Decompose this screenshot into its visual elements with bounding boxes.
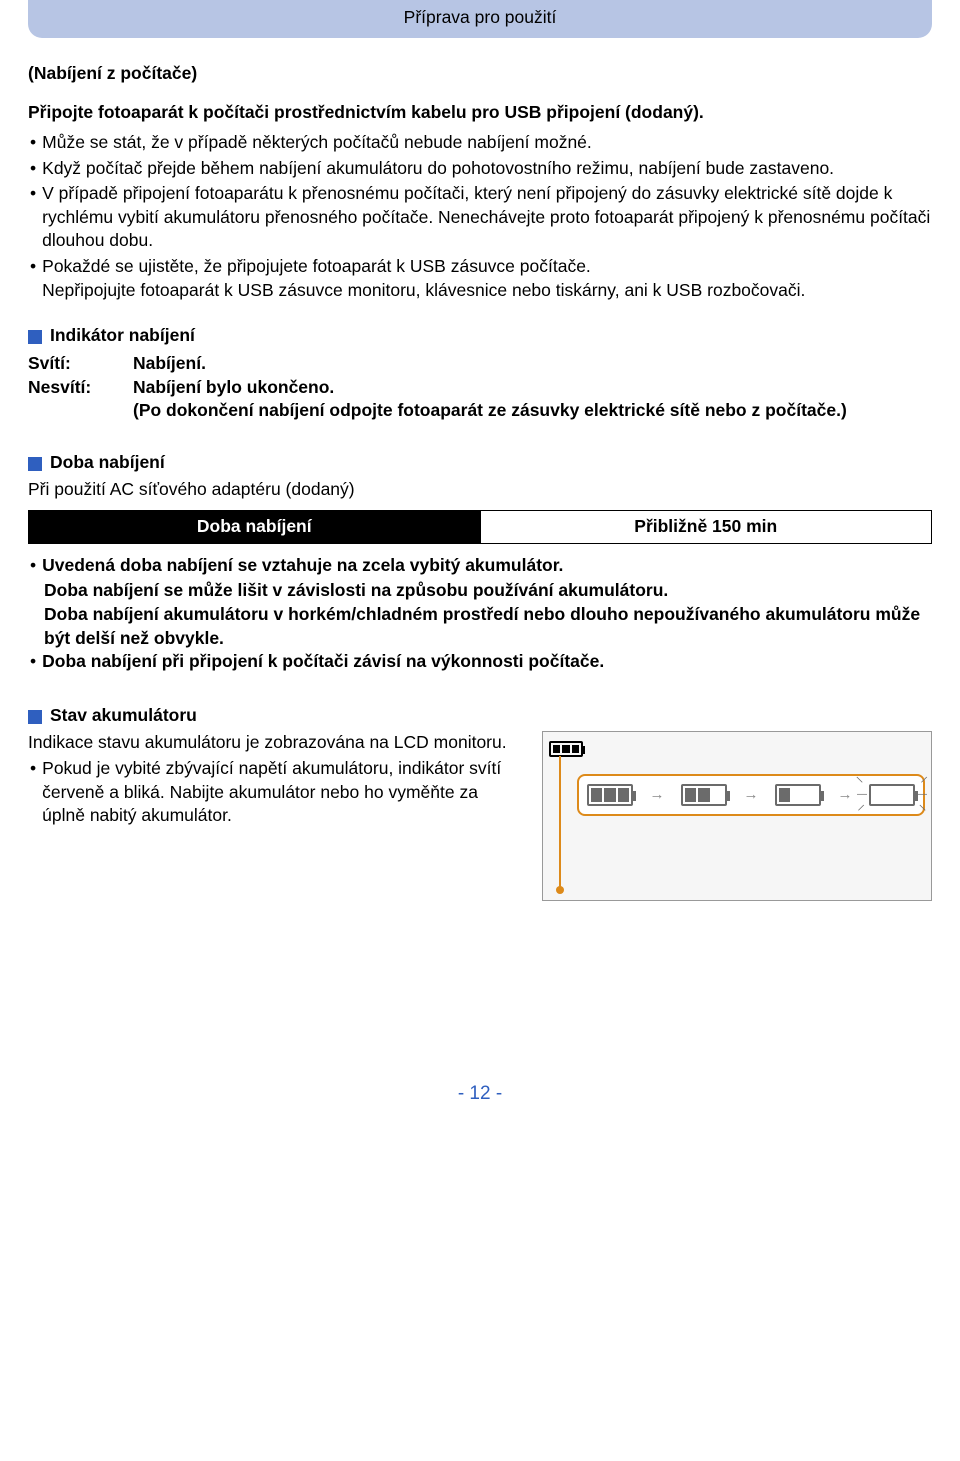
- arrow-right-icon: →: [838, 785, 853, 805]
- battery-icon: [549, 740, 583, 764]
- bullet-text: Pokud je vybité zbývající napětí akumulá…: [42, 757, 524, 828]
- battery-level-1-icon: [775, 784, 821, 806]
- battery-level-0-blinking-icon: \/ —— /\: [869, 784, 915, 806]
- battery-levels-callout: → → → \/ —— /\: [577, 774, 925, 816]
- page-number: - 12 -: [28, 1081, 932, 1107]
- arrow-right-icon: →: [650, 785, 665, 805]
- page-header-title: Příprava pro použití: [404, 7, 557, 27]
- chargetime-table: Doba nabíjení Přibližně 150 min: [28, 510, 932, 544]
- bullet-dot: •: [28, 255, 42, 302]
- indicator-heading: Indikátor nabíjení: [28, 324, 932, 348]
- bullet-dot: •: [28, 182, 42, 253]
- battery-level-3-icon: [587, 784, 633, 806]
- bullet-text: Může se stát, že v případě některých poč…: [42, 131, 592, 155]
- chargetime-sub: Při použití AC síťového adaptéru (dodaný…: [28, 478, 932, 502]
- bullet-dot: •: [28, 650, 42, 674]
- bullet-dot: •: [28, 757, 42, 828]
- chargetime-notes: • Uvedená doba nabíjení se vztahuje na z…: [28, 554, 932, 674]
- battery-status-line1: Indikace stavu akumulátoru je zobrazován…: [28, 731, 524, 755]
- section-charging-from-pc-bullets: • Může se stát, že v případě některých p…: [28, 131, 932, 302]
- battery-status-figure: → → → \/ —— /\: [542, 731, 932, 901]
- chargetime-heading-text: Doba nabíjení: [50, 451, 165, 475]
- chargetime-table-value: Přibližně 150 min: [480, 511, 932, 544]
- bullet-subline: Doba nabíjení akumulátoru v horkém/chlad…: [28, 603, 932, 650]
- indicator-key: Svítí:: [28, 352, 133, 376]
- arrow-right-icon: →: [744, 785, 759, 805]
- chargetime-heading: Doba nabíjení: [28, 451, 932, 475]
- indicator-heading-text: Indikátor nabíjení: [50, 324, 195, 348]
- bullet-text: Když počítač přejde během nabíjení akumu…: [42, 157, 834, 181]
- indicator-val: Nabíjení.: [133, 352, 932, 376]
- section-charging-from-pc-lead: Připojte fotoaparát k počítači prostředn…: [28, 101, 932, 125]
- square-marker-icon: [28, 457, 42, 471]
- chargetime-table-header: Doba nabíjení: [29, 511, 481, 544]
- bullet-dot: •: [28, 554, 42, 578]
- bullet-text: Uvedená doba nabíjení se vztahuje na zce…: [42, 554, 563, 578]
- bullet-text: V případě připojení fotoaparátu k přenos…: [42, 182, 932, 253]
- page-header: Příprava pro použití: [28, 0, 932, 38]
- section-charging-from-pc-title: (Nabíjení z počítače): [28, 62, 932, 86]
- indicator-row: Svítí: Nabíjení.: [28, 352, 932, 376]
- bullet-text: Pokaždé se ujistěte, že připojujete foto…: [42, 255, 805, 302]
- indicator-row: Nesvítí: Nabíjení bylo ukončeno. (Po dok…: [28, 376, 932, 423]
- square-marker-icon: [28, 710, 42, 724]
- bullet-text: Doba nabíjení při připojení k počítači z…: [42, 650, 604, 674]
- bullet-dot: •: [28, 131, 42, 155]
- battery-level-2-icon: [681, 784, 727, 806]
- indicator-key: Nesvítí:: [28, 376, 133, 423]
- bullet-dot: •: [28, 157, 42, 181]
- bullet-subline: Doba nabíjení se může lišit v závislosti…: [28, 579, 932, 603]
- battery-status-heading-text: Stav akumulátoru: [50, 704, 197, 728]
- callout-leader-line: [559, 756, 561, 888]
- indicator-val: Nabíjení bylo ukončeno. (Po dokončení na…: [133, 376, 932, 423]
- battery-status-heading: Stav akumulátoru: [28, 704, 932, 728]
- square-marker-icon: [28, 330, 42, 344]
